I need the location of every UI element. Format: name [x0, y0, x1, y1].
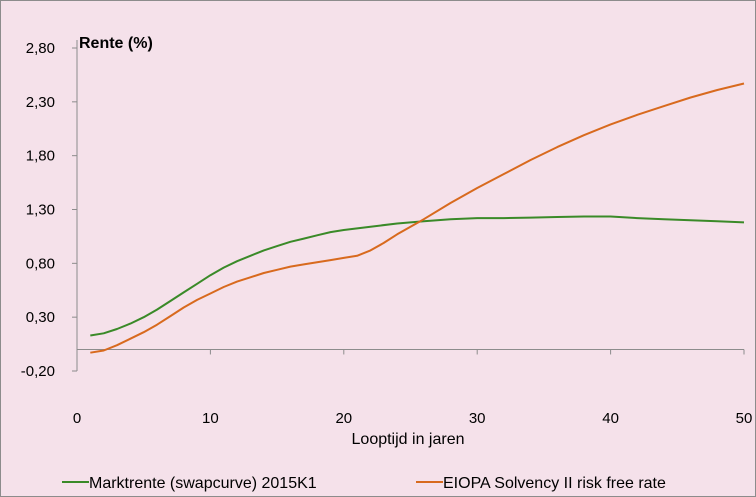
- x-tick-label: 50: [736, 410, 753, 427]
- x-tick-label: 40: [602, 410, 619, 427]
- axes: [72, 40, 745, 372]
- legend-label: Marktrente (swapcurve) 2015K1: [89, 475, 317, 492]
- x-tick-label: 20: [335, 410, 352, 427]
- series-line-1: [90, 215, 745, 337]
- y-tick-label: 2,30: [26, 94, 55, 111]
- legend: Marktrente (swapcurve) 2015K1 EIOPA Solve…: [62, 475, 666, 492]
- legend-label: EIOPA Solvency II risk free rate: [443, 475, 666, 492]
- y-tick-label: 1,80: [26, 148, 55, 165]
- chart-title: Rente (%): [79, 35, 153, 52]
- y-tick-label: 2,80: [26, 40, 55, 57]
- x-tick-label: 0: [73, 410, 81, 427]
- y-tick-label: 0,80: [26, 255, 55, 272]
- series-lines: [90, 82, 745, 354]
- series-line-2: [90, 82, 745, 354]
- y-tick-label: -0,20: [21, 363, 55, 380]
- axis-labels: -0,20 0,30 0,80 1,30 1,80 2,30 2,80 0 10 20 30 40 50: [21, 40, 753, 427]
- x-axis-title: Looptijd in jaren: [352, 431, 465, 448]
- x-tick-label: 30: [469, 410, 486, 427]
- y-tick-label: 1,30: [26, 202, 55, 219]
- x-tick-label: 10: [202, 410, 219, 427]
- y-tick-label: 0,30: [26, 309, 55, 326]
